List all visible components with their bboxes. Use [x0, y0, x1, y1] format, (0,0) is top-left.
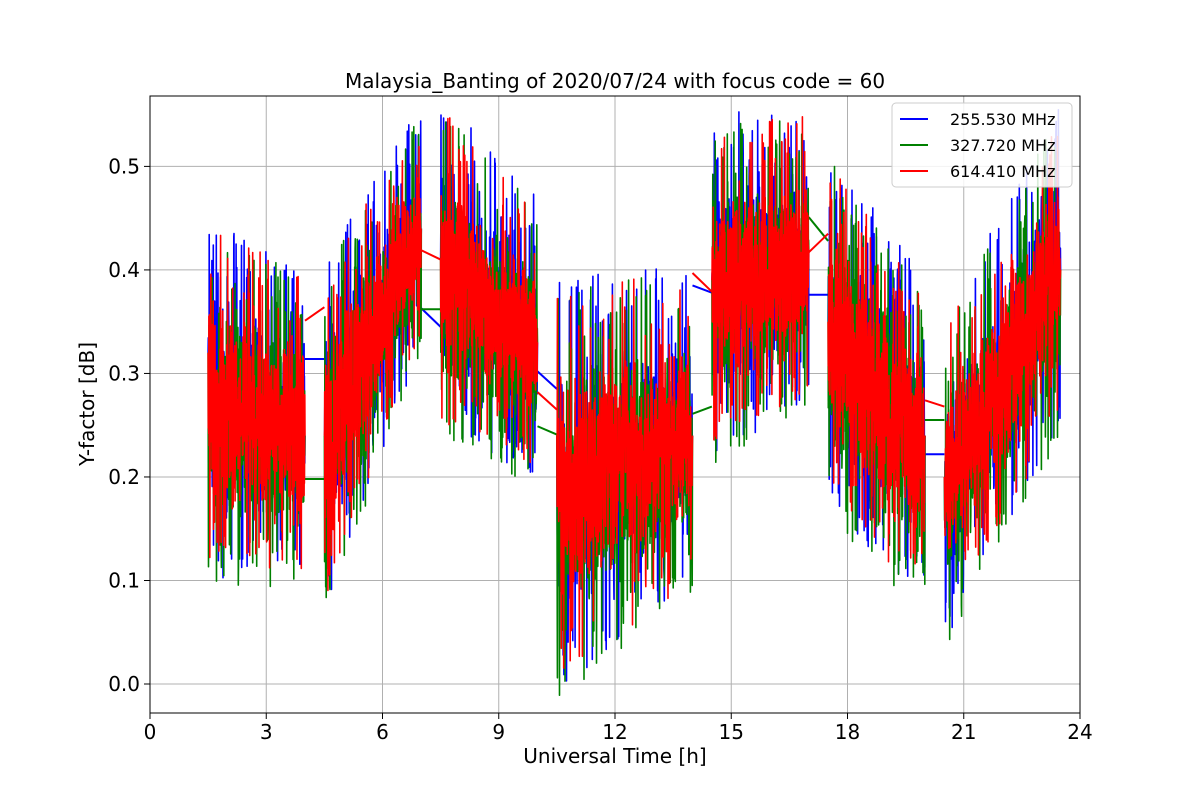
x-tick-label: 9	[492, 720, 505, 744]
x-tick-label: 21	[951, 720, 976, 744]
series-segment	[827, 178, 926, 565]
x-axis: 0 3 6 9 12 15 18 21 24	[144, 713, 1093, 744]
chart-title: Malaysia_Banting of 2020/07/24 with focu…	[345, 69, 885, 93]
series-segment	[439, 117, 539, 464]
legend-box	[891, 102, 1073, 188]
series-segment	[711, 116, 810, 441]
x-axis-label: Universal Time [h]	[523, 744, 706, 768]
y-axis-label: Y-factor [dB]	[75, 342, 99, 467]
x-tick-label: 3	[260, 720, 273, 744]
y-tick-label: 0.3	[108, 361, 140, 385]
series-614-410-mhz	[207, 116, 1062, 669]
series-segment	[207, 234, 306, 570]
series-gap-line	[924, 399, 945, 408]
x-tick-label: 24	[1067, 720, 1092, 744]
x-tick-label: 0	[144, 720, 157, 744]
series-gap-line	[304, 306, 325, 322]
legend-label: 327.720 MHz	[950, 136, 1055, 155]
series-gap-line	[692, 284, 713, 294]
series-gap-line	[537, 425, 558, 436]
series-gap-line	[691, 272, 713, 293]
x-tick-label: 12	[602, 720, 627, 744]
legend-label: 614.410 MHz	[950, 162, 1055, 181]
y-tick-label: 0.5	[108, 154, 140, 178]
x-tick-label: 15	[719, 720, 744, 744]
y-tick-label: 0.4	[108, 258, 140, 282]
y-axis: 0.0 0.1 0.2 0.3 0.4 0.5	[108, 154, 150, 696]
series-segment	[323, 145, 422, 592]
y-tick-label: 0.2	[108, 465, 140, 489]
series-layer	[207, 109, 1062, 696]
y-tick-label: 0.0	[108, 672, 140, 696]
series-gap-line	[692, 405, 713, 415]
series-gap-line	[420, 249, 442, 261]
series-segment	[556, 278, 694, 669]
legend-label: 255.530 MHz	[950, 110, 1055, 129]
y-tick-label: 0.1	[108, 568, 140, 592]
x-tick-label: 18	[835, 720, 860, 744]
x-tick-label: 6	[376, 720, 389, 744]
series-gap-line	[420, 307, 442, 328]
legend: 255.530 MHz 327.720 MHz 614.410 MHz	[891, 102, 1073, 188]
series-segment	[943, 135, 1062, 561]
series-gap-line	[536, 391, 558, 411]
series-gap-line	[808, 232, 829, 254]
series-gap-line	[536, 370, 558, 390]
